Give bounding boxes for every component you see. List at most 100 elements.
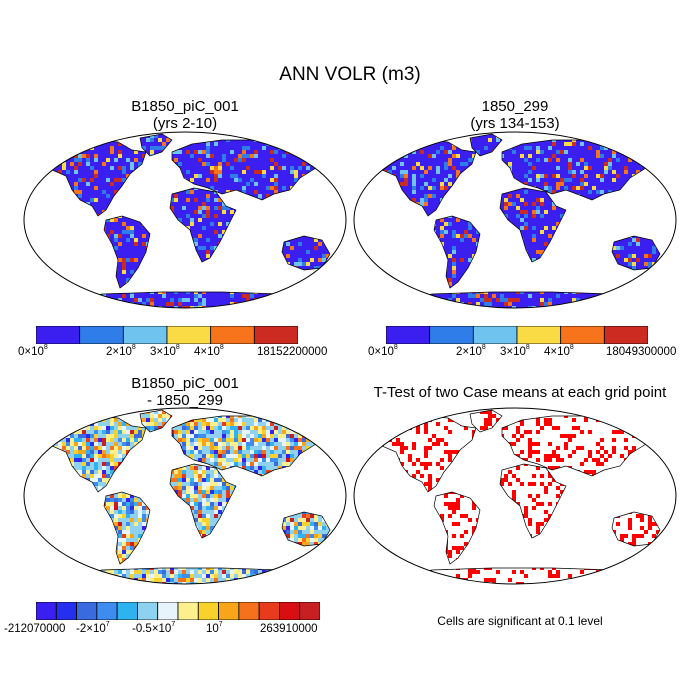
grid-cell xyxy=(472,130,476,134)
grid-cell xyxy=(286,174,290,178)
panel2-title: 1850_299 (yrs 134-153) xyxy=(390,98,640,132)
grid-cell xyxy=(636,134,640,138)
grid-cell xyxy=(42,294,46,298)
grid-cell xyxy=(114,146,118,150)
grid-cell xyxy=(90,170,94,174)
grid-cell xyxy=(40,162,42,166)
grid-cell xyxy=(318,294,322,298)
grid-cell xyxy=(210,166,214,170)
grid-cell xyxy=(432,146,436,150)
grid-cell xyxy=(294,294,298,298)
grid-cell xyxy=(416,170,420,174)
grid-cell xyxy=(400,138,404,142)
grid-cell xyxy=(346,234,348,238)
grid-cell xyxy=(206,198,210,202)
grid-cell xyxy=(294,162,298,166)
grid-cell xyxy=(106,222,110,226)
grid-cell xyxy=(54,146,58,150)
grid-cell xyxy=(226,170,230,174)
grid-cell xyxy=(302,306,306,308)
grid-cell xyxy=(174,202,178,206)
grid-cell xyxy=(242,306,246,308)
grid-cell xyxy=(118,166,122,170)
grid-cell xyxy=(608,158,612,162)
grid-cell xyxy=(352,154,356,158)
grid-cell xyxy=(544,146,548,150)
grid-cell xyxy=(62,162,66,166)
grid-cell xyxy=(270,298,274,302)
grid-cell xyxy=(182,170,186,174)
grid-cell xyxy=(656,130,660,134)
grid-cell xyxy=(302,254,306,258)
grid-cell xyxy=(330,146,334,150)
grid-cell xyxy=(326,286,330,290)
grid-cell xyxy=(86,170,90,174)
grid-cell xyxy=(222,306,226,308)
grid-cell xyxy=(246,302,250,306)
grid-cell xyxy=(274,158,278,162)
grid-cell xyxy=(600,178,604,182)
grid-cell xyxy=(70,294,74,298)
grid-cell xyxy=(298,250,302,254)
grid-cell xyxy=(524,146,528,150)
grid-cell xyxy=(78,174,82,178)
grid-cell xyxy=(572,142,576,146)
grid-cell xyxy=(98,198,102,202)
grid-cell xyxy=(246,190,250,194)
grid-cell xyxy=(432,190,436,194)
grid-cell xyxy=(246,306,250,308)
grid-cell xyxy=(234,182,238,186)
grid-cell xyxy=(310,298,314,302)
grid-cell xyxy=(676,186,678,190)
grid-cell xyxy=(568,150,572,154)
grid-cell xyxy=(322,170,326,174)
grid-cell xyxy=(122,238,126,242)
grid-cell xyxy=(310,154,314,158)
grid-cell xyxy=(146,298,150,302)
grid-cell xyxy=(290,142,294,146)
grid-cell xyxy=(384,134,388,138)
grid-cell xyxy=(436,142,440,146)
grid-cell xyxy=(270,150,274,154)
grid-cell xyxy=(50,302,54,306)
grid-cell xyxy=(126,218,130,222)
grid-cell xyxy=(258,194,262,198)
grid-cell xyxy=(118,250,122,254)
grid-cell xyxy=(182,210,186,214)
grid-cell xyxy=(258,154,262,158)
figure-title: ANN VOLR (m3) xyxy=(279,64,421,85)
grid-cell xyxy=(346,298,348,302)
grid-cell xyxy=(234,186,238,190)
grid-cell xyxy=(106,298,110,302)
grid-cell xyxy=(250,158,254,162)
grid-cell xyxy=(266,150,270,154)
grid-cell xyxy=(74,134,78,138)
grid-cell xyxy=(178,298,182,302)
grid-cell xyxy=(468,162,472,166)
grid-cell xyxy=(452,158,456,162)
grid-cell xyxy=(118,130,122,134)
grid-cell xyxy=(648,150,652,154)
grid-cell xyxy=(110,230,114,234)
grid-cell xyxy=(342,194,346,198)
grid-cell xyxy=(672,154,676,158)
grid-cell xyxy=(364,146,368,150)
grid-cell xyxy=(290,178,294,182)
grid-cell xyxy=(40,290,42,294)
grid-cell xyxy=(456,174,460,178)
grid-cell xyxy=(206,254,210,258)
grid-cell xyxy=(122,170,126,174)
grid-cell xyxy=(206,302,210,306)
grid-cell xyxy=(234,158,238,162)
grid-cell xyxy=(282,246,286,250)
grid-cell xyxy=(154,134,158,138)
grid-cell xyxy=(30,278,34,282)
grid-cell xyxy=(302,242,306,246)
grid-cell xyxy=(294,246,298,250)
grid-cell xyxy=(126,262,130,266)
grid-cell xyxy=(102,174,106,178)
grid-cell xyxy=(338,266,342,270)
grid-cell xyxy=(584,158,588,162)
grid-cell xyxy=(540,162,544,166)
grid-cell xyxy=(40,262,42,266)
